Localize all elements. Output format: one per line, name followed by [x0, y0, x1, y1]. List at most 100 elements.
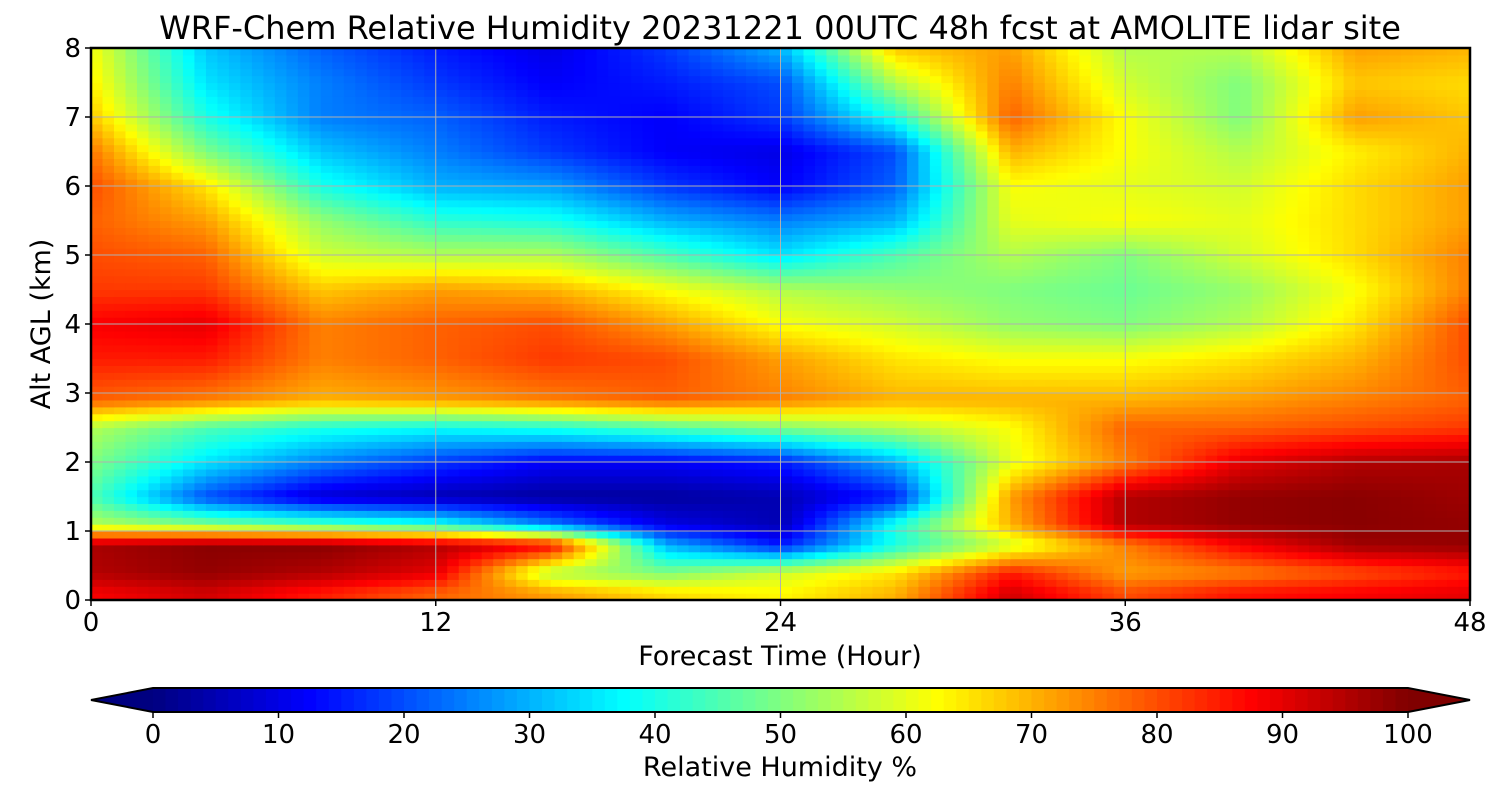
- rh-cell: [286, 544, 299, 553]
- rh-cell: [757, 565, 770, 573]
- rh-cell: [1309, 427, 1322, 435]
- rh-cell: [159, 468, 173, 477]
- rh-cell: [619, 434, 632, 442]
- rh-cell: [286, 358, 299, 366]
- rh-cell: [1251, 489, 1264, 498]
- rh-cell: [1067, 593, 1080, 600]
- rh-cell: [1424, 344, 1437, 353]
- rh-cell: [791, 496, 805, 504]
- rh-cell: [1228, 379, 1241, 387]
- rh-cell: [1286, 420, 1299, 429]
- rh-cell: [723, 441, 736, 449]
- rh-cell: [194, 413, 207, 422]
- rh-cell: [952, 524, 965, 532]
- rh-cell: [975, 448, 988, 456]
- rh-cell: [343, 572, 356, 580]
- rh-cell: [780, 324, 793, 332]
- rh-cell: [378, 572, 391, 580]
- rh-cell: [1320, 503, 1333, 511]
- rh-cell: [895, 531, 908, 539]
- rh-cell: [401, 317, 414, 325]
- rh-cell: [1263, 503, 1276, 511]
- rh-cell: [136, 379, 150, 387]
- rh-cell: [814, 406, 828, 415]
- rh-cell: [872, 551, 885, 560]
- rh-cell: [136, 537, 150, 546]
- rh-cell: [527, 510, 540, 518]
- rh-cell: [895, 551, 908, 560]
- rh-cell: [746, 565, 759, 573]
- rh-cell: [1378, 427, 1391, 435]
- rh-cell: [102, 510, 115, 518]
- rh-cell: [412, 324, 425, 332]
- rh-cell: [297, 448, 310, 456]
- rh-cell: [1056, 358, 1069, 366]
- rh-cell: [791, 544, 805, 553]
- rh-cell: [562, 413, 575, 422]
- rh-cell: [860, 544, 874, 553]
- rh-cell: [1067, 572, 1080, 580]
- rh-cell: [1113, 565, 1126, 573]
- rh-cell: [964, 351, 977, 360]
- rh-cell: [320, 593, 333, 600]
- rh-cell: [711, 358, 724, 366]
- rh-cell: [1286, 330, 1299, 339]
- rh-cell: [964, 324, 977, 332]
- rh-cell: [803, 393, 816, 401]
- rh-cell: [493, 317, 506, 325]
- rh-cell: [1274, 531, 1287, 539]
- rh-cell: [1171, 441, 1184, 449]
- rh-cell: [228, 468, 241, 477]
- rh-cell: [700, 420, 713, 429]
- rh-cell: [769, 496, 782, 504]
- rh-cell: [700, 593, 713, 600]
- rh-cell: [1378, 482, 1391, 491]
- rh-cell: [860, 420, 874, 429]
- rh-cell: [1136, 558, 1149, 567]
- rh-cell: [723, 489, 736, 498]
- rh-cell: [803, 475, 816, 484]
- rh-cell: [274, 544, 287, 553]
- rh-cell: [1378, 337, 1391, 346]
- rh-cell: [102, 468, 115, 477]
- rh-cell: [274, 448, 287, 456]
- rh-cell: [1090, 462, 1103, 470]
- rh-cell: [389, 379, 402, 387]
- rh-cell: [1389, 393, 1402, 401]
- rh-cell: [677, 351, 690, 360]
- rh-cell: [1194, 406, 1207, 415]
- rh-cell: [1447, 586, 1460, 594]
- rh-cell: [1366, 365, 1379, 373]
- rh-cell: [274, 324, 287, 332]
- rh-cell: [493, 358, 506, 366]
- rh-cell: [929, 462, 942, 470]
- rh-cell: [1205, 572, 1218, 580]
- rh-cell: [1389, 365, 1402, 373]
- rh-cell: [1297, 365, 1310, 373]
- rh-cell: [1113, 434, 1126, 442]
- rh-cell: [516, 386, 529, 394]
- rh-cell: [1113, 524, 1126, 532]
- rh-cell: [1401, 448, 1414, 456]
- rh-cell: [596, 344, 609, 353]
- rh-cell: [1435, 558, 1448, 567]
- rh-cell: [159, 441, 173, 449]
- rh-cell: [1263, 317, 1276, 325]
- rh-cell: [320, 448, 333, 456]
- rh-cell: [769, 441, 782, 449]
- rh-cell: [148, 496, 161, 504]
- rh-cell: [205, 427, 219, 435]
- rh-cell: [1148, 579, 1161, 587]
- rh-cell: [205, 358, 219, 366]
- rh-cell: [814, 544, 828, 553]
- rh-cell: [1056, 558, 1069, 567]
- rh-cell: [435, 372, 448, 380]
- rh-cell: [1378, 551, 1391, 560]
- rh-cell: [1171, 337, 1184, 346]
- rh-cell: [309, 344, 322, 353]
- rh-cell: [860, 537, 874, 546]
- rh-cell: [1159, 379, 1172, 387]
- rh-cell: [573, 324, 586, 332]
- rh-cell: [274, 551, 287, 560]
- rh-cell: [723, 393, 736, 401]
